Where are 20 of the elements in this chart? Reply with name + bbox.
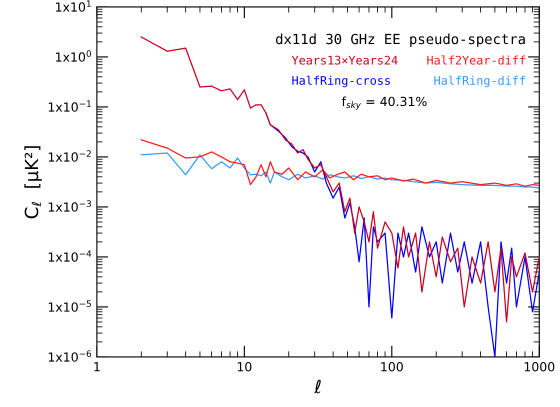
x-tick-label: 1 bbox=[94, 362, 100, 372]
y-tick-label: 1x10$^{−3}$ bbox=[48, 200, 91, 212]
x-tick-label: 100 bbox=[381, 362, 403, 372]
y-tick-label: 1x10$^{−1}$ bbox=[48, 100, 91, 112]
y-axis-title: C$_{ℓ}$ [μK²] bbox=[24, 146, 42, 218]
text: HalfRing-cross bbox=[292, 76, 390, 88]
y-tick-label: 1x10$^{−2}$ bbox=[48, 150, 91, 162]
x-tick-label: 10 bbox=[238, 362, 252, 372]
y-tick-label: 1x10$^{0}$ bbox=[56, 50, 92, 62]
y-tick-label: 1x10$^{1}$ bbox=[56, 0, 91, 12]
y-tick-label: 1x10$^{−6}$ bbox=[48, 350, 92, 362]
text: HalfRing-diff bbox=[434, 76, 526, 88]
text: dx11d 30 GHz EE pseudo-spectra bbox=[276, 33, 525, 47]
annotation: f$_{sky}$ = 40.31% bbox=[342, 96, 427, 110]
text: Years13×Years24 bbox=[292, 56, 398, 65]
x-axis-title: ℓ bbox=[314, 380, 321, 394]
y-tick-label: 1x10$^{−5}$ bbox=[48, 300, 91, 312]
text: Half2Year-diff bbox=[427, 55, 526, 65]
x-tick-label: 1000 bbox=[524, 362, 554, 372]
y-tick-label: 1x10$^{−4}$ bbox=[48, 250, 92, 262]
